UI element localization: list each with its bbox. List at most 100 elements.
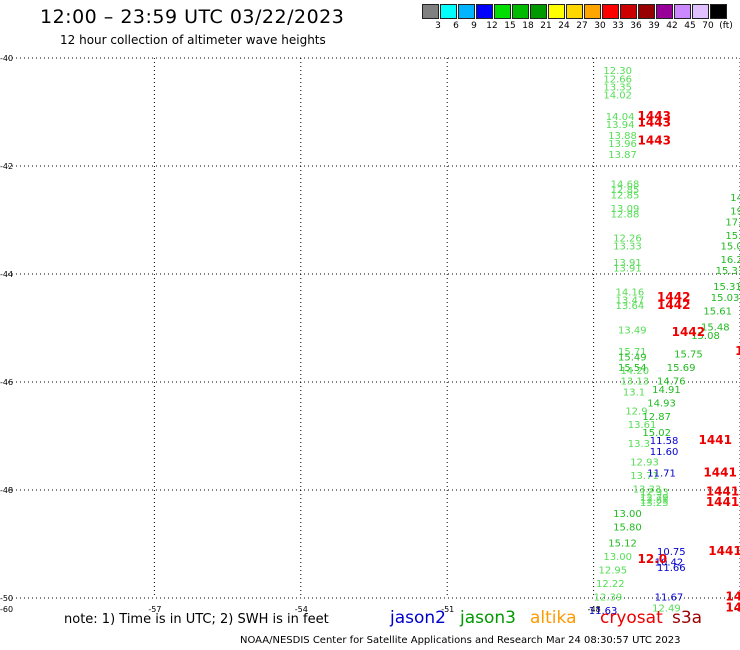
wave-height-label: 15.61 [703,307,732,318]
wave-height-label: 15.80 [613,523,642,534]
wave-height-label: 13.47 [616,296,645,307]
wave-height-label: 10.75 [657,547,686,558]
legend-label: 24 [558,21,570,31]
wave-height-label: 14.68 [611,180,640,191]
wave-height-label: 13.87 [608,150,637,161]
wave-height-label: 12 [735,344,740,358]
legend-label: 9 [471,21,477,31]
legend-swatch [512,4,529,19]
satellite-jason2: jason2 [390,608,446,628]
legend-swatch [638,4,655,19]
legend-swatch [494,4,511,19]
note-text: note: 1) Time is in UTC; 2) SWH is in fe… [64,612,329,627]
wave-height-label: 12.0 [638,552,668,566]
legend-swatch [674,4,691,19]
legend-label: 21 [540,21,552,31]
wave-height-label: 13.1 [623,388,645,399]
satellite-s3a: s3a [672,608,703,628]
x-tick-label: -45 [734,605,740,614]
wave-height-label: 13.96 [608,139,637,150]
wave-height-label: 13.00 [613,509,642,520]
wave-height-label: 13.33 [633,485,662,496]
wave-height-label: 12.93 [630,458,659,469]
wave-height-label: 13.91 [613,258,642,269]
wave-height-label: 15.31 [716,266,740,277]
legend-swatch [530,4,547,19]
wave-height-label: 15.02 [642,428,671,439]
wave-height-label: 15.12 [608,539,637,550]
legend-label: 3 [435,21,441,31]
legend-swatch [566,4,583,19]
wave-height-label: 14.04 [606,112,635,123]
corner-tick-label: -60 [0,605,13,614]
wave-height-label: 12.79 [640,493,669,504]
legend-label: 36 [630,21,642,31]
wave-height-label: 1441 [703,466,736,480]
wave-height-label: 13.09 [611,204,640,215]
legend-label: 30 [594,21,606,31]
x-tick-label: -51 [441,605,454,614]
wave-height-label: 1443 [638,133,671,147]
wave-height-label: 11.71 [647,469,676,480]
wave-height-label: 13.71 [630,471,659,482]
legend-swatch [692,4,709,19]
satellite-altika: altika [530,608,577,628]
legend-swatch [440,4,457,19]
wave-height-label: 12.85 [611,185,640,196]
wave-height-label: 17.4 [725,217,740,228]
legend-swatch [620,4,637,19]
legend-label: 39 [648,21,660,31]
wave-height-label: 12.66 [603,74,632,85]
wave-height-label: 15.54 [618,363,647,374]
wave-height-label: 1442 [657,298,690,312]
wave-height-label: 15.71 [618,347,647,358]
y-tick-label: -44 [0,270,13,279]
wave-height-label: 13.88 [608,131,637,142]
wave-height-label: 12.39 [594,593,623,604]
wave-height-label: 15.03 [711,293,740,304]
wave-height-label: 13.3 [628,439,650,450]
legend-swatch [422,4,439,19]
wave-height-label: 16.22 [720,255,740,266]
legend-label: 18 [522,21,534,31]
legend-label: 27 [576,21,588,31]
wave-height-label: 19 [730,207,740,218]
legend-label: 45 [684,21,696,31]
wave-height-label: 14 [725,590,740,604]
y-tick-label: -42 [0,162,13,171]
wave-height-label: 13.13 [620,377,649,388]
wave-height-label: 12.85 [640,496,669,507]
wave-height-label: 15.31 [713,282,740,293]
legend-label: 42 [666,21,678,31]
wave-height-label: 1443 [638,109,671,123]
legend-label: 15 [504,21,516,31]
y-tick-label: -40 [0,54,13,63]
wave-height-label: 12.85 [611,190,640,201]
wave-height-label: 15.08 [691,331,720,342]
wave-height-label: 12.95 [598,566,627,577]
x-tick-label: -48 [588,605,601,614]
y-tick-label: -50 [0,594,13,603]
wave-height-label: 12.88 [611,209,640,220]
wave-height-label: 13.61 [628,420,657,431]
axis-ticks: -57 -54 -51 -48 -45 -40 -42 -44 -46 -48 -50 -60 [0,54,740,614]
wave-height-label: 15.0 [720,242,740,253]
wave-height-label: 14.02 [603,91,632,102]
wave-height-label: 13.00 [603,552,632,563]
wave-height-label: 15.49 [618,352,647,363]
wave-height-label: 11.66 [657,563,686,574]
wave-height-label: 13.91 [613,263,642,274]
wave-height-label: 1441 [708,544,740,558]
legend-swatch [458,4,475,19]
wave-height-label: 14.16 [616,288,645,299]
wave-height-label: 1441 [699,433,732,447]
wave-height-label: 1441 [706,495,739,509]
wave-height-label: 12.26 [613,234,642,245]
legend-swatch [476,4,493,19]
legend-label: 70 [702,21,714,31]
wave-height-label: 12.49 [652,604,681,615]
wave-height-label: 13.64 [616,301,645,312]
legend-swatch [584,4,601,19]
credit-line: NOAA/NESDIS Center for Satellite Applica… [240,635,681,646]
